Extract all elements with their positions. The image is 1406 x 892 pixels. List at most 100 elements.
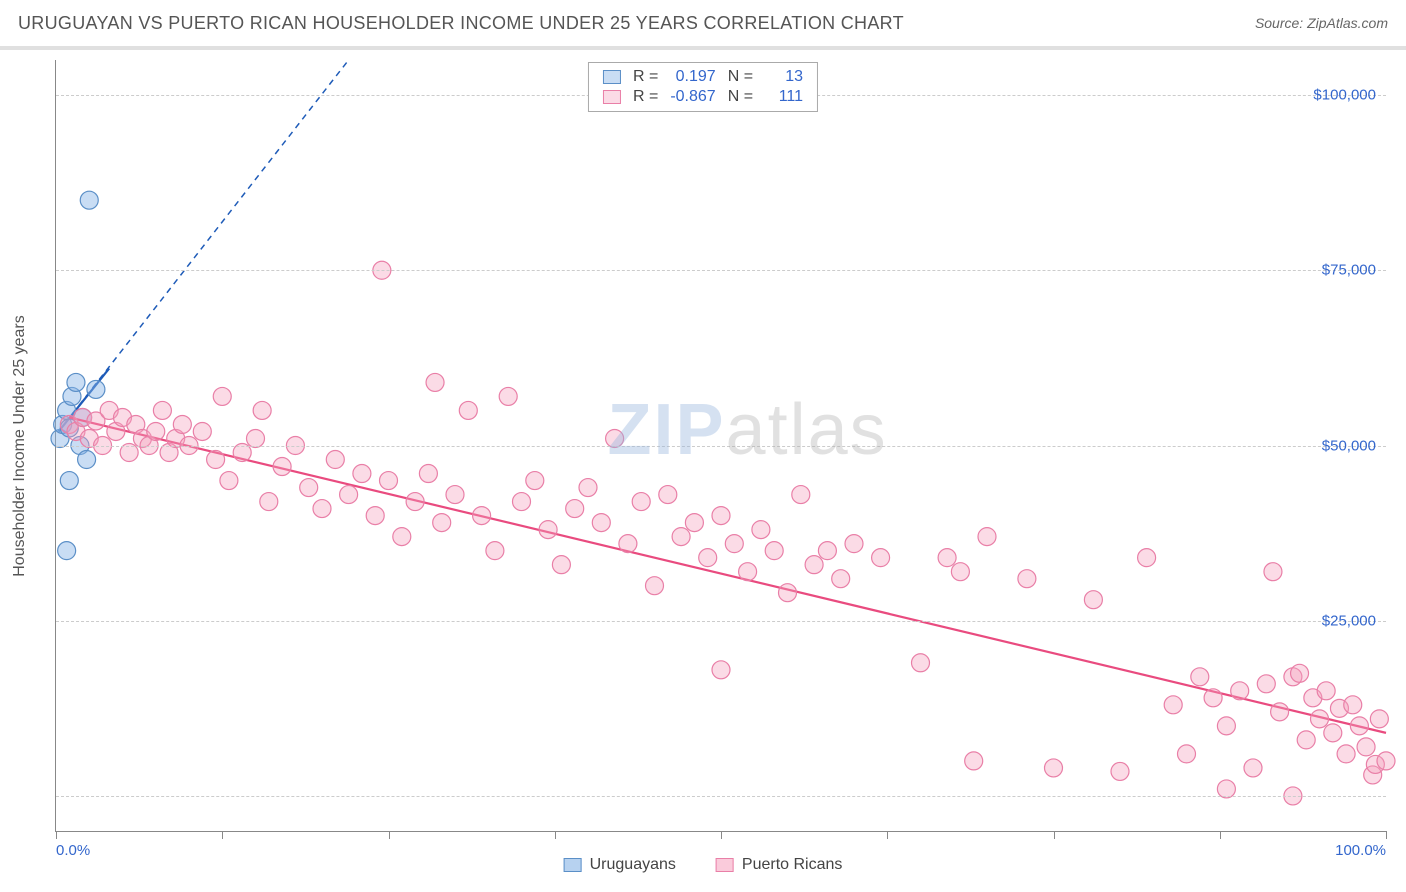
data-point [213,387,231,405]
y-tick-label: $25,000 [1322,612,1376,629]
x-tick [555,831,556,839]
data-point [699,549,717,567]
y-tick-label: $75,000 [1322,262,1376,279]
data-point [1350,717,1368,735]
data-point [965,752,983,770]
gridline [56,446,1386,447]
data-point [313,500,331,518]
legend-item: Uruguayans [564,856,676,874]
data-point [273,458,291,476]
chart-header: URUGUAYAN VS PUERTO RICAN HOUSEHOLDER IN… [0,0,1406,50]
data-point [60,472,78,490]
data-point [513,493,531,511]
legend-R-label: R = [627,67,664,87]
x-tick [721,831,722,839]
data-point [1018,570,1036,588]
data-point [792,486,810,504]
data-point [446,486,464,504]
data-point [426,373,444,391]
data-point [1244,759,1262,777]
data-point [300,479,318,497]
data-point [393,528,411,546]
data-point [938,549,956,567]
data-point [1297,731,1315,749]
data-point [552,556,570,574]
x-tick [389,831,390,839]
data-point [672,528,690,546]
data-point [340,486,358,504]
chart-title: URUGUAYAN VS PUERTO RICAN HOUSEHOLDER IN… [18,13,904,34]
data-point [1084,591,1102,609]
x-tick-label: 100.0% [1335,842,1386,859]
gridline [56,621,1386,622]
data-point [87,380,105,398]
data-point [566,500,584,518]
data-point [1311,710,1329,728]
data-point [1324,724,1342,742]
data-point [173,415,191,433]
data-point [1264,563,1282,581]
data-point [193,422,211,440]
data-point [579,479,597,497]
data-point [419,465,437,483]
data-point [712,507,730,525]
data-point [1231,682,1249,700]
chart-source: Source: ZipAtlas.com [1255,15,1388,31]
legend-N-value: 111 [759,87,809,107]
data-point [539,521,557,539]
data-point [220,472,238,490]
data-point [646,577,664,595]
legend-N-label: N = [722,87,759,107]
y-tick-label: $100,000 [1313,87,1376,104]
legend-R-value: 0.197 [664,67,721,87]
data-point [832,570,850,588]
data-point [80,191,98,209]
legend-series: Uruguayans Puerto Ricans [564,856,843,874]
x-tick [56,831,57,839]
source-name: ZipAtlas.com [1307,15,1388,31]
data-point [459,401,477,419]
data-point [872,549,890,567]
data-point [380,472,398,490]
y-axis-label: Householder Income Under 25 years [11,315,29,576]
x-tick [887,831,888,839]
data-point [1317,682,1335,700]
data-point [1191,668,1209,686]
legend-label: Puerto Ricans [742,856,843,874]
legend-swatch [716,858,734,872]
gridline [56,796,1386,797]
data-point [685,514,703,532]
legend-label: Uruguayans [590,856,676,874]
data-point [1370,710,1388,728]
data-point [1164,696,1182,714]
y-tick-label: $50,000 [1322,437,1376,454]
x-tick-label: 0.0% [56,842,90,859]
data-point [752,521,770,539]
data-point [1344,696,1362,714]
data-point [366,507,384,525]
data-point [58,542,76,560]
data-point [1111,762,1129,780]
data-point [765,542,783,560]
legend-swatch [603,70,621,84]
data-point [526,472,544,490]
data-point [353,465,371,483]
legend-R-label: R = [627,87,664,107]
data-point [1257,675,1275,693]
data-point [67,373,85,391]
data-point [619,535,637,553]
data-point [473,507,491,525]
x-tick [222,831,223,839]
legend-R-value: -0.867 [664,87,721,107]
source-prefix: Source: [1255,15,1307,31]
data-point [951,563,969,581]
data-point [260,493,278,511]
legend-swatch [603,90,621,104]
data-point [406,493,424,511]
data-point [818,542,836,560]
x-tick [1220,831,1221,839]
data-point [1337,745,1355,763]
legend-N-value: 13 [759,67,809,87]
data-point [326,451,344,469]
data-point [739,563,757,581]
